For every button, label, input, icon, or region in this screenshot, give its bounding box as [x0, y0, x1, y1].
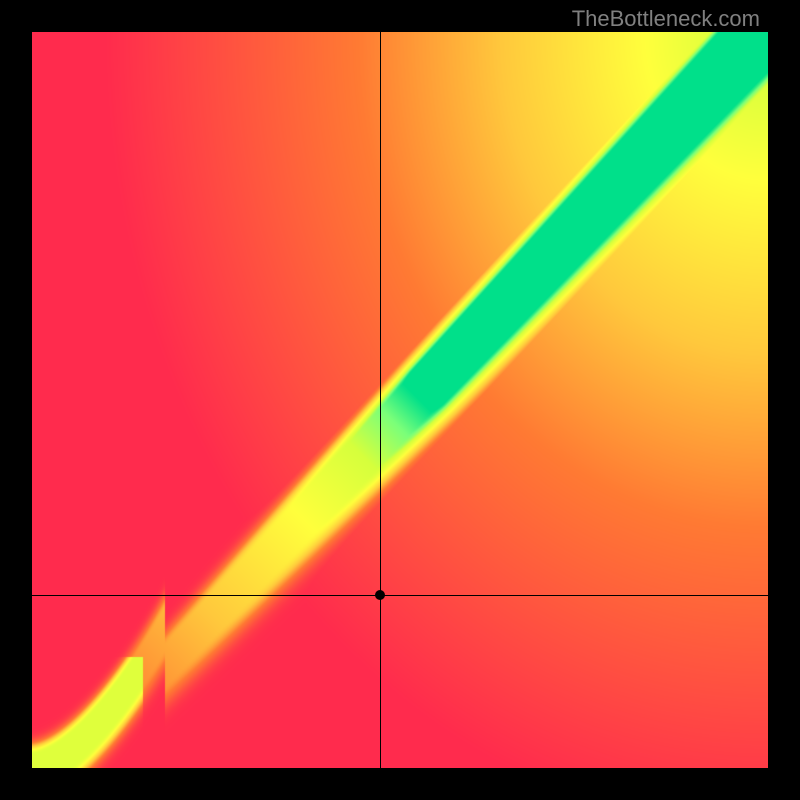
heatmap-plot [32, 32, 768, 768]
crosshair-vertical [380, 32, 381, 768]
crosshair-horizontal [32, 595, 768, 596]
watermark-text: TheBottleneck.com [572, 6, 760, 32]
heatmap-canvas [32, 32, 768, 768]
crosshair-marker-dot [375, 590, 385, 600]
